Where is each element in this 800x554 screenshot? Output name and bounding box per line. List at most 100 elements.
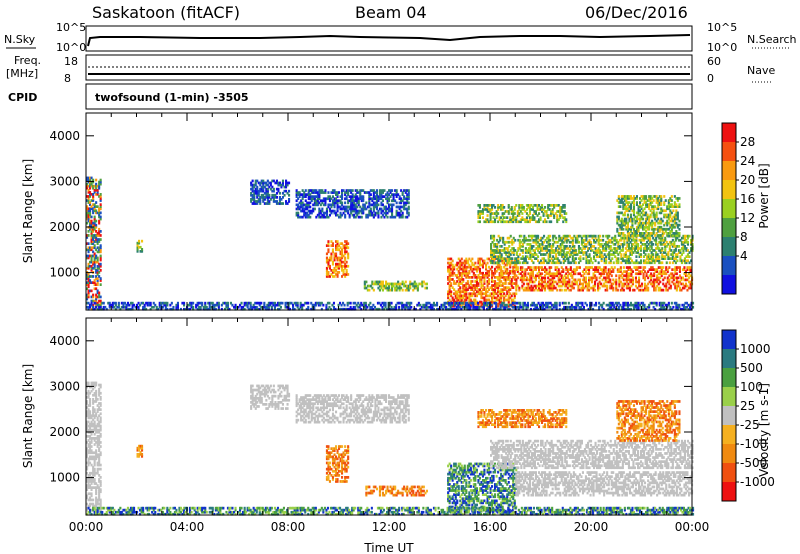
range-gate-cell bbox=[265, 191, 268, 195]
range-gate-cell bbox=[513, 274, 516, 277]
range-gate-cell bbox=[450, 284, 453, 287]
range-gate-cell bbox=[545, 284, 548, 288]
range-gate-cell bbox=[612, 261, 615, 265]
range-gate-cell bbox=[451, 269, 454, 273]
range-gate-cell bbox=[480, 282, 483, 285]
range-gate-cell bbox=[395, 189, 398, 192]
range-gate-cell bbox=[392, 284, 395, 288]
range-gate-cell bbox=[637, 249, 640, 252]
range-gate-cell bbox=[93, 281, 96, 284]
range-gate-cell bbox=[362, 211, 365, 215]
range-gate-cell bbox=[646, 261, 649, 265]
range-gate-cell bbox=[560, 280, 563, 284]
range-gate-cell bbox=[691, 236, 694, 240]
range-gate-cell bbox=[629, 251, 632, 254]
range-gate-cell bbox=[360, 303, 363, 307]
range-gate-cell bbox=[86, 221, 89, 225]
range-gate-cell bbox=[336, 242, 339, 245]
range-gate-cell bbox=[662, 278, 665, 282]
range-gate-cell bbox=[581, 270, 584, 273]
range-gate-cell bbox=[399, 301, 402, 305]
range-gate-cell bbox=[624, 259, 627, 263]
range-gate-cell bbox=[281, 181, 284, 185]
range-gate-cell bbox=[521, 204, 524, 207]
range-gate-cell bbox=[492, 204, 495, 207]
range-gate-cell bbox=[327, 264, 330, 268]
range-gate-cell bbox=[496, 251, 499, 254]
range-gate-cell bbox=[553, 240, 556, 244]
range-gate-cell bbox=[566, 274, 569, 278]
range-gate-cell bbox=[333, 209, 336, 213]
range-gate-cell bbox=[397, 286, 400, 290]
range-gate-cell bbox=[333, 269, 336, 272]
range-gate-cell bbox=[550, 286, 553, 290]
range-gate-cell bbox=[521, 212, 524, 215]
range-gate-cell bbox=[674, 236, 677, 240]
range-gate-cell bbox=[622, 227, 625, 231]
range-gate-cell bbox=[509, 280, 512, 283]
range-gate-cell bbox=[475, 278, 478, 281]
range-gate-cell bbox=[600, 268, 603, 271]
range-gate-cell bbox=[345, 250, 348, 254]
range-gate-cell bbox=[488, 269, 491, 273]
range-gate-cell bbox=[462, 280, 465, 283]
range-gate-cell bbox=[214, 303, 217, 307]
range-gate-cell bbox=[556, 259, 559, 263]
range-gate-cell bbox=[626, 221, 629, 225]
range-gate-cell bbox=[655, 240, 658, 244]
range-gate-cell bbox=[318, 193, 321, 196]
range-gate-cell bbox=[670, 217, 673, 221]
range-gate-cell bbox=[678, 197, 681, 200]
range-gate-cell bbox=[307, 213, 310, 217]
range-gate-cell bbox=[415, 286, 418, 290]
range-gate-cell bbox=[686, 243, 689, 246]
range-gate-cell bbox=[92, 262, 95, 266]
range-gate-cell bbox=[627, 243, 630, 246]
range-gate-cell bbox=[401, 307, 404, 311]
range-gate-cell bbox=[90, 184, 93, 188]
range-gate-cell bbox=[398, 282, 401, 286]
range-gate-cell bbox=[469, 298, 472, 302]
range-gate-cell bbox=[493, 255, 496, 258]
range-gate-cell bbox=[495, 212, 498, 215]
range-gate-cell bbox=[516, 276, 519, 280]
range-gate-cell bbox=[347, 189, 350, 192]
range-gate-cell bbox=[553, 286, 556, 290]
range-gate-cell bbox=[285, 202, 288, 205]
range-gate-cell bbox=[562, 206, 565, 209]
range-gate-cell bbox=[520, 257, 523, 260]
nave-tick-top: 60 bbox=[707, 55, 721, 68]
range-gate-cell bbox=[87, 285, 90, 289]
range-gate-cell bbox=[666, 270, 669, 273]
range-gate-cell bbox=[571, 259, 574, 263]
range-gate-cell bbox=[424, 286, 427, 290]
range-gate-cell bbox=[266, 198, 269, 201]
range-gate-cell bbox=[306, 205, 309, 209]
range-gate-cell bbox=[263, 303, 266, 307]
range-gate-cell bbox=[491, 269, 494, 273]
range-gate-cell bbox=[89, 191, 92, 194]
range-gate-cell bbox=[385, 205, 388, 209]
range-gate-cell bbox=[348, 205, 351, 209]
range-gate-cell bbox=[298, 195, 301, 198]
range-gate-cell bbox=[527, 278, 530, 282]
range-gate-cell bbox=[346, 307, 349, 311]
range-gate-cell bbox=[489, 210, 492, 213]
range-gate-cell bbox=[550, 214, 553, 217]
range-gate-cell bbox=[335, 269, 338, 272]
range-gate-cell bbox=[534, 274, 537, 278]
range-gate-cell bbox=[456, 290, 459, 294]
range-gate-cell bbox=[512, 269, 515, 273]
range-gate-cell bbox=[534, 276, 537, 280]
range-gate-cell bbox=[87, 242, 90, 245]
range-gate-cell bbox=[527, 249, 530, 252]
range-gate-cell bbox=[304, 189, 307, 192]
range-gate-cell bbox=[345, 273, 348, 276]
range-gate-cell bbox=[306, 215, 309, 219]
range-gate-cell bbox=[87, 273, 90, 276]
range-gate-cell bbox=[338, 205, 341, 209]
range-gate-cell bbox=[365, 286, 368, 290]
range-gate-cell bbox=[627, 284, 630, 288]
range-gate-cell bbox=[256, 191, 259, 195]
range-gate-cell bbox=[573, 257, 576, 260]
